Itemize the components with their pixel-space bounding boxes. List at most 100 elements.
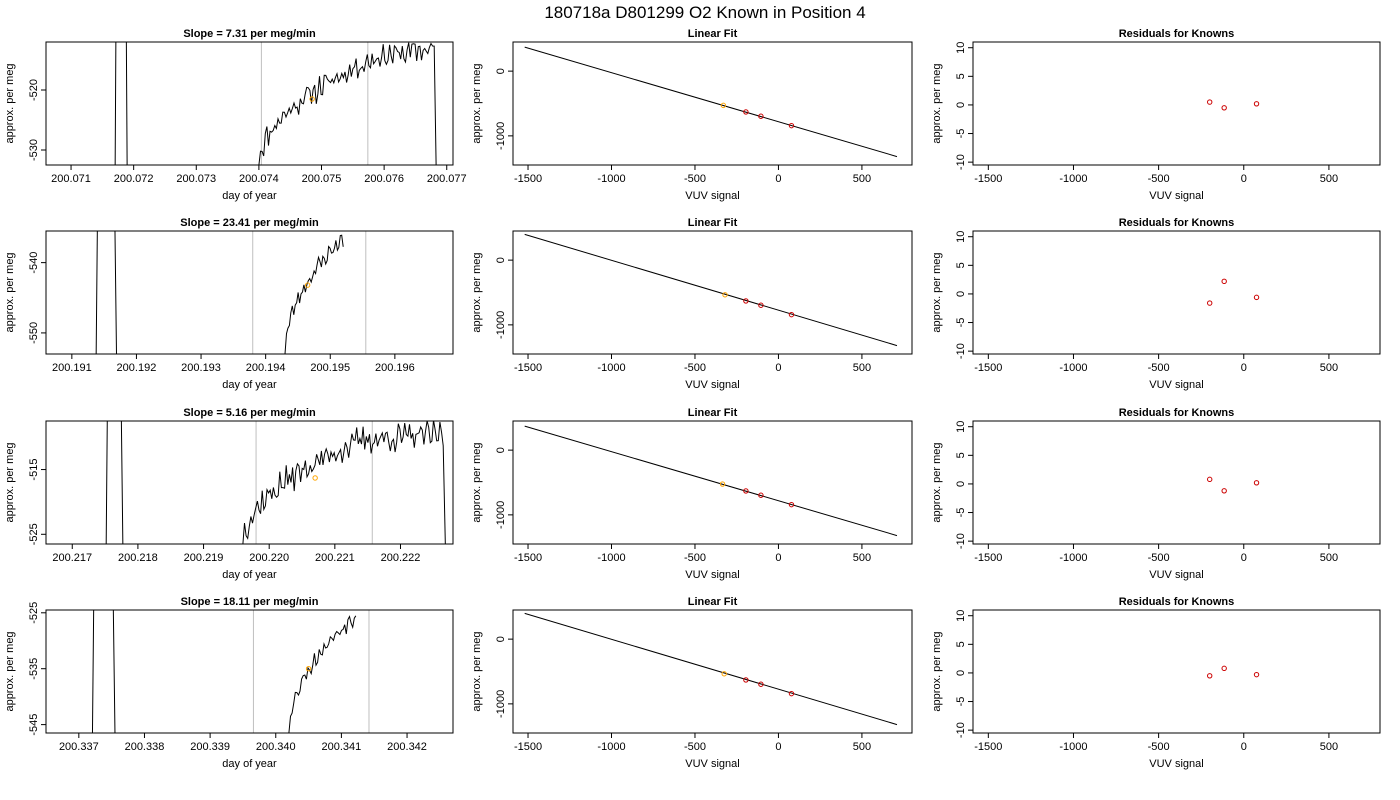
plot-area (114, 42, 437, 165)
panel-timeseries-row4: Slope = 18.11 per meg/min 200.337 200.338 2… (4, 596, 454, 770)
panel-title: Slope = 18.11 per meg/min (181, 596, 319, 608)
x-tick-label: 200.191 (52, 362, 92, 374)
y-tick-label: -545 (28, 714, 40, 736)
y-axis-label: approx. per meg (471, 442, 483, 522)
y-tick-label: -5 (955, 697, 967, 707)
x-tick-label: 200.075 (302, 173, 342, 185)
x-axis-label: VUV signal (685, 569, 739, 581)
y-axis-label: approx. per meg (931, 631, 943, 711)
x-tick-label: 0 (775, 173, 781, 185)
x-tick-label: 200.338 (125, 741, 165, 753)
x-tick-label: 200.218 (118, 552, 158, 564)
residual-point (1207, 673, 1213, 679)
known-point (743, 677, 749, 683)
panels-container: Slope = 7.31 per meg/min 200.071 200.072 20… (4, 28, 1381, 770)
panel-linearfit-row4: Linear Fit -1500 -1000 -500 0 500 0 -1000 VUV si… (471, 596, 913, 770)
residual-point (1207, 476, 1213, 483)
y-axis-label: approx. per meg (931, 63, 943, 143)
plot-area (1207, 278, 1260, 306)
x-tick-label: -500 (684, 173, 706, 185)
panel-title: Residuals for Knowns (1119, 28, 1235, 40)
x-tick-label: -500 (684, 552, 706, 564)
x-axis-label: VUV signal (1149, 569, 1203, 581)
plot-frame (512, 41, 913, 166)
plot-frame (512, 609, 913, 734)
x-tick-label: -1500 (974, 552, 1002, 564)
plot-frame (512, 230, 913, 355)
x-tick-label: -1500 (514, 741, 542, 753)
panel-title: Residuals for Knowns (1119, 407, 1235, 419)
x-tick-label: -500 (1148, 173, 1170, 185)
plot-frame (972, 230, 1381, 355)
y-tick-label: 10 (955, 231, 967, 243)
plot-frame (972, 420, 1381, 545)
y-tick-label: -550 (28, 322, 40, 344)
x-tick-label: 200.220 (249, 552, 289, 564)
x-tick-label: 500 (1320, 741, 1338, 753)
known-point (743, 488, 749, 494)
unknown-point (720, 102, 727, 109)
y-tick-label: -5 (955, 318, 967, 328)
x-tick-label: 0 (1241, 741, 1247, 753)
plot-area (91, 610, 370, 733)
x-tick-label: 500 (1320, 173, 1338, 185)
highlight-point (312, 475, 318, 481)
x-axis-label: VUV signal (685, 379, 739, 391)
x-tick-label: -1500 (974, 741, 1002, 753)
y-tick-label: 0 (955, 481, 967, 487)
panel-residuals-row2: Residuals for Knowns -1500 -1000 -500 0 500 10… (931, 217, 1381, 391)
x-tick-label: 500 (853, 741, 871, 753)
panel-linearfit-row2: Linear Fit -1500 -1000 -500 0 500 0 -1000 VUV si… (471, 217, 913, 391)
panel-title: Linear Fit (688, 217, 738, 229)
x-tick-label: 200.339 (190, 741, 230, 753)
x-tick-label: 200.193 (181, 362, 221, 374)
panel-title: Linear Fit (688, 28, 738, 40)
x-tick-label: 200.192 (117, 362, 157, 374)
x-tick-label: 200.074 (239, 173, 279, 185)
panel-timeseries-row2: Slope = 23.41 per meg/min 200.191 200.192 2… (4, 217, 454, 391)
x-axis-label: day of year (222, 379, 277, 391)
x-tick-label: 500 (853, 173, 871, 185)
panel-timeseries-row3: Slope = 5.16 per meg/min 200.217 200.218 20… (4, 407, 454, 581)
y-tick-label: -10 (955, 343, 967, 359)
y-tick-label: -10 (955, 722, 967, 738)
y-tick-label: -1000 (495, 122, 507, 150)
plot-area (95, 231, 367, 354)
y-tick-label: 10 (955, 421, 967, 433)
plot-frame (972, 609, 1381, 734)
unknown-point (721, 671, 727, 677)
x-tick-label: 0 (1241, 173, 1247, 185)
series-spike-line (95, 231, 117, 354)
plot-frame (45, 41, 454, 166)
y-tick-label: -535 (28, 658, 40, 680)
x-axis-label: VUV signal (1149, 190, 1203, 202)
y-tick-label: 10 (955, 610, 967, 622)
known-point (788, 311, 795, 318)
plot-area (1207, 476, 1260, 494)
y-axis-label: approx. per meg (471, 252, 483, 332)
x-tick-label: 500 (853, 552, 871, 564)
y-tick-label: -525 (28, 523, 40, 545)
unknown-point (719, 481, 726, 487)
fit-line (524, 425, 898, 537)
plot-area (524, 233, 898, 347)
plot-area (1207, 665, 1260, 679)
y-axis-label: approx. per meg (471, 63, 483, 143)
x-tick-label: 200.219 (184, 552, 224, 564)
x-tick-label: -500 (684, 362, 706, 374)
x-axis-label: day of year (222, 190, 277, 202)
known-point (788, 690, 795, 697)
residual-point (1207, 300, 1213, 306)
x-tick-label: 0 (775, 362, 781, 374)
y-axis-label: approx. per meg (4, 631, 16, 711)
y-axis-label: approx. per meg (4, 442, 16, 522)
x-tick-label: -1500 (514, 173, 542, 185)
x-axis-label: VUV signal (685, 190, 739, 202)
y-tick-label: -10 (955, 533, 967, 549)
y-axis-label: approx. per meg (931, 442, 943, 522)
x-tick-label: -1000 (597, 741, 625, 753)
known-point (758, 302, 764, 308)
x-tick-label: 0 (775, 741, 781, 753)
panel-linearfit-row1: Linear Fit -1500 -1000 -500 0 500 0 -1000 VUV si… (471, 28, 913, 202)
unknown-point (722, 292, 728, 298)
